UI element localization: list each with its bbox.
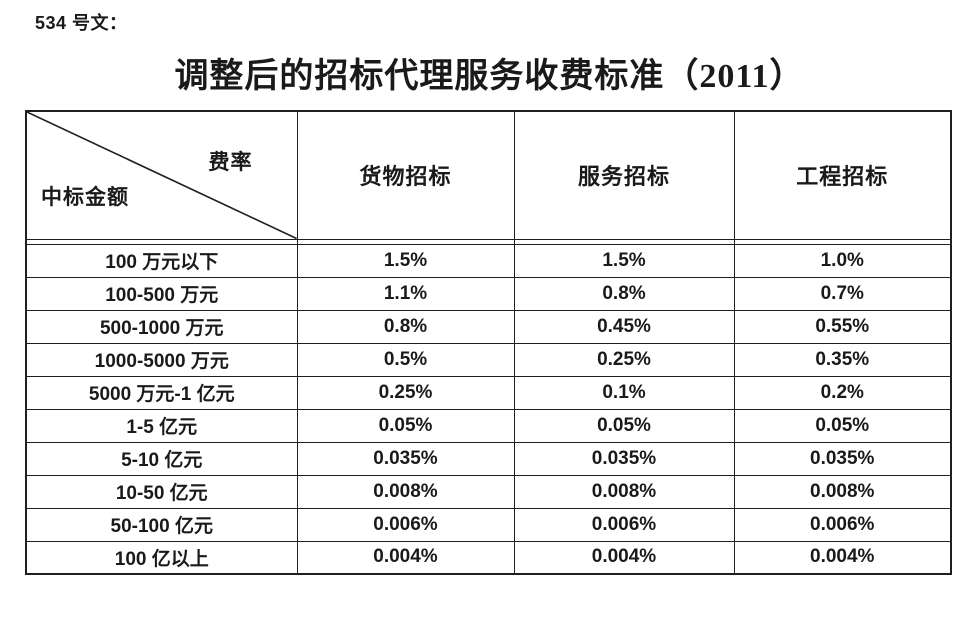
rate-cell: 1.0% <box>733 243 952 278</box>
row-label: 5-10 亿元 <box>25 441 298 476</box>
rate-cell: 1.5% <box>513 243 735 278</box>
rate-cell: 0.45% <box>513 309 735 344</box>
row-label: 1000-5000 万元 <box>25 342 298 377</box>
rate-cell: 0.035% <box>513 441 735 476</box>
rate-cell: 0.008% <box>513 474 735 509</box>
table-row: 100-500 万元 1.1% 0.8% 0.7% <box>25 276 952 311</box>
row-label: 500-1000 万元 <box>25 309 298 344</box>
column-header-services: 服务招标 <box>513 110 735 240</box>
column-header-engineering: 工程招标 <box>733 110 952 240</box>
rate-cell: 0.05% <box>513 408 735 443</box>
rate-cell: 0.1% <box>513 375 735 410</box>
header-row: 费率 中标金额 货物招标 服务招标 工程招标 <box>25 110 952 240</box>
rate-cell: 0.008% <box>733 474 952 509</box>
table-row: 10-50 亿元 0.008% 0.008% 0.008% <box>25 474 952 509</box>
rate-cell: 0.8% <box>296 309 515 344</box>
rate-cell: 0.05% <box>296 408 515 443</box>
rate-cell: 1.1% <box>296 276 515 311</box>
rate-cell: 0.006% <box>513 507 735 542</box>
table-row: 5-10 亿元 0.035% 0.035% 0.035% <box>25 441 952 476</box>
row-label: 1-5 亿元 <box>25 408 298 443</box>
row-label: 5000 万元-1 亿元 <box>25 375 298 410</box>
rate-cell: 0.2% <box>733 375 952 410</box>
table-row: 1000-5000 万元 0.5% 0.25% 0.35% <box>25 342 952 377</box>
rate-cell: 0.5% <box>296 342 515 377</box>
rate-cell: 0.035% <box>296 441 515 476</box>
row-label: 100-500 万元 <box>25 276 298 311</box>
page-title: 调整后的招标代理服务收费标准（2011） <box>174 58 805 95</box>
rate-cell: 0.7% <box>733 276 952 311</box>
rate-cell: 0.004% <box>733 540 952 575</box>
row-label: 10-50 亿元 <box>25 474 298 509</box>
table-row: 100 万元以下 1.5% 1.5% 1.0% <box>25 243 952 278</box>
table-row: 500-1000 万元 0.8% 0.45% 0.55% <box>25 309 952 344</box>
rate-cell: 0.004% <box>296 540 515 575</box>
rate-cell: 0.008% <box>296 474 515 509</box>
table-row: 50-100 亿元 0.006% 0.006% 0.006% <box>25 507 952 542</box>
rate-cell: 0.25% <box>513 342 735 377</box>
row-label: 100 万元以下 <box>25 243 298 278</box>
column-header-goods: 货物招标 <box>296 110 515 240</box>
rate-cell: 0.035% <box>733 441 952 476</box>
row-label: 100 亿以上 <box>25 540 298 575</box>
diagonal-line <box>27 112 297 239</box>
rate-cell: 0.004% <box>513 540 735 575</box>
row-label: 50-100 亿元 <box>25 507 298 542</box>
doc-number-label: 534 号文： <box>35 13 128 33</box>
rate-cell: 0.35% <box>733 342 952 377</box>
corner-label-rate: 费率 <box>208 150 253 174</box>
fee-standard-table: 费率 中标金额 货物招标 服务招标 工程招标 100 万元以下 1.5% 1.5% 1… <box>25 110 952 575</box>
fee-table-body: 100 万元以下 1.5% 1.5% 1.0% 100-500 万元 1.1% 0.8% 0.… <box>25 243 952 575</box>
rate-cell: 0.25% <box>296 375 515 410</box>
rate-cell: 1.5% <box>296 243 515 278</box>
table-row: 100 亿以上 0.004% 0.004% 0.004% <box>25 540 952 575</box>
rate-cell: 0.05% <box>733 408 952 443</box>
table-row: 5000 万元-1 亿元 0.25% 0.1% 0.2% <box>25 375 952 410</box>
rate-cell: 0.006% <box>296 507 515 542</box>
corner-label-bid-amount: 中标金额 <box>41 184 129 209</box>
table-row: 1-5 亿元 0.05% 0.05% 0.05% <box>25 408 952 443</box>
diagonal-header-cell: 费率 中标金额 <box>25 110 298 240</box>
rate-cell: 0.006% <box>733 507 952 542</box>
rate-cell: 0.55% <box>733 309 952 344</box>
rate-cell: 0.8% <box>513 276 735 311</box>
